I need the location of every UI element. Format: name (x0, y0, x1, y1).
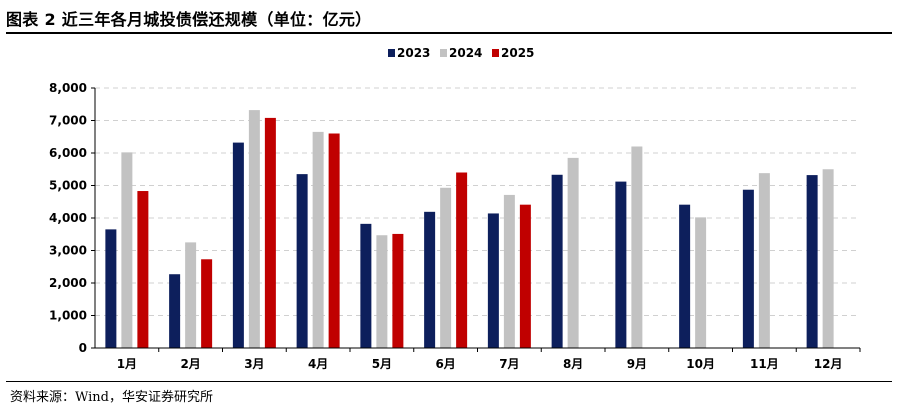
bar-2025-2 (201, 259, 213, 348)
bar-2023-7 (487, 213, 499, 348)
x-tick-label: 3月 (244, 357, 264, 371)
legend-swatch-2024 (440, 49, 447, 57)
x-tick-label: 7月 (499, 357, 519, 371)
bar-2024-2 (185, 242, 197, 348)
bar-2025-3 (264, 117, 276, 349)
axes (91, 87, 861, 352)
bar-2023-11 (742, 189, 754, 348)
bar-2023-2 (169, 274, 181, 348)
bar-2025-5 (392, 233, 404, 348)
bar-2025-1 (137, 191, 149, 348)
y-tick-label: 2,000 (49, 276, 87, 290)
bar-2023-3 (232, 142, 244, 348)
bar-2023-4 (296, 174, 308, 348)
bar-2024-9 (631, 146, 643, 348)
y-tick-label: 7,000 (49, 114, 87, 128)
legend-label-2024: 2024 (449, 46, 482, 60)
bar-2025-6 (456, 172, 468, 348)
chart-title: 图表 2 近三年各月城投债偿还规模（单位：亿元） (6, 10, 372, 29)
x-tick-label: 10月 (686, 357, 715, 371)
bar-2024-7 (503, 194, 515, 348)
x-tick-label: 12月 (814, 357, 843, 371)
bar-chart: 0 1,000 2,000 3,000 4,000 5,000 6,000 7,000 8,00… (49, 46, 861, 371)
bar-2023-9 (615, 181, 627, 348)
x-tick-label: 4月 (308, 357, 328, 371)
title-rule (6, 32, 892, 34)
bars (105, 110, 834, 349)
x-tick-label: 6月 (435, 357, 455, 371)
bar-2023-6 (424, 211, 436, 348)
x-tick-label: 1月 (117, 357, 137, 371)
x-axis-ticks: 1月 2月 3月 4月 5月 6月 7月 8月 9月 10月 11月 12月 (117, 357, 843, 371)
bar-2024-3 (248, 110, 260, 348)
bar-2023-10 (679, 204, 691, 348)
bar-2025-7 (519, 204, 531, 348)
bar-2024-5 (376, 235, 388, 348)
bar-2024-8 (567, 157, 579, 348)
y-tick-label: 0 (79, 341, 87, 355)
y-tick-label: 8,000 (49, 81, 87, 95)
x-tick-label: 8月 (563, 357, 583, 371)
source-rule (6, 381, 892, 382)
legend: 2023 2024 2025 (388, 46, 534, 60)
x-tick-label: 5月 (372, 357, 392, 371)
source-note: 资料来源：Wind，华安证券研究所 (10, 390, 213, 405)
y-tick-label: 5,000 (49, 179, 87, 193)
y-tick-label: 3,000 (49, 244, 87, 258)
legend-label-2023: 2023 (397, 46, 430, 60)
bar-2023-1 (105, 229, 117, 348)
y-tick-label: 6,000 (49, 146, 87, 160)
x-tick-label: 2月 (180, 357, 200, 371)
legend-swatch-2025 (492, 49, 499, 57)
gridlines (95, 87, 860, 316)
bar-2023-5 (360, 223, 372, 348)
legend-label-2025: 2025 (501, 46, 534, 60)
bar-2024-6 (440, 187, 452, 348)
bar-2024-1 (121, 152, 133, 348)
y-axis-ticks: 0 1,000 2,000 3,000 4,000 5,000 6,000 7,000 8,00… (49, 81, 87, 355)
legend-swatch-2023 (388, 49, 395, 57)
x-tick-label: 9月 (627, 357, 647, 371)
bar-2025-4 (328, 133, 340, 348)
bar-2024-11 (758, 173, 770, 348)
bar-2024-10 (695, 217, 707, 348)
y-tick-label: 4,000 (49, 211, 87, 225)
x-tick-label: 11月 (750, 357, 779, 371)
bar-2024-12 (822, 169, 834, 348)
bar-2023-8 (551, 174, 563, 348)
y-tick-label: 1,000 (49, 309, 87, 323)
bar-2024-4 (312, 131, 324, 348)
bar-2023-12 (806, 175, 818, 348)
